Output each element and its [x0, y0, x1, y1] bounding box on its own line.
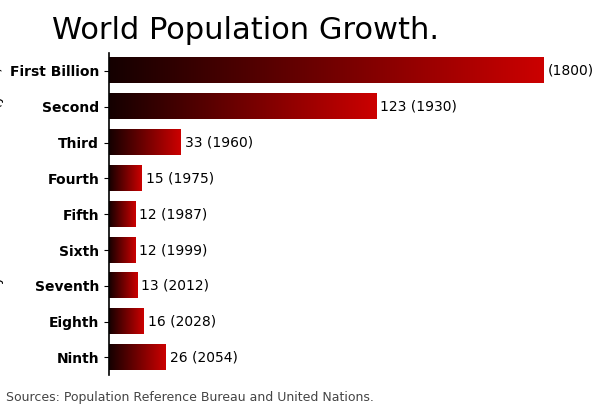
Text: 12 (1999): 12 (1999): [139, 243, 208, 257]
Text: 12 (1987): 12 (1987): [139, 207, 208, 221]
Text: Sources: Population Reference Bureau and United Nations.: Sources: Population Reference Bureau and…: [6, 391, 374, 404]
Text: (1800): (1800): [548, 64, 594, 78]
Text: 123 (1930): 123 (1930): [381, 100, 457, 114]
Y-axis label: Number of years to add each billion (year): Number of years to add each billion (yea…: [0, 67, 4, 362]
Text: 33 (1960): 33 (1960): [185, 135, 253, 150]
Text: 15 (1975): 15 (1975): [146, 171, 214, 185]
Text: World Population Growth.: World Population Growth.: [51, 16, 439, 45]
Text: 26 (2054): 26 (2054): [170, 350, 238, 364]
Text: 16 (2028): 16 (2028): [148, 315, 216, 328]
Text: 13 (2012): 13 (2012): [142, 279, 209, 293]
